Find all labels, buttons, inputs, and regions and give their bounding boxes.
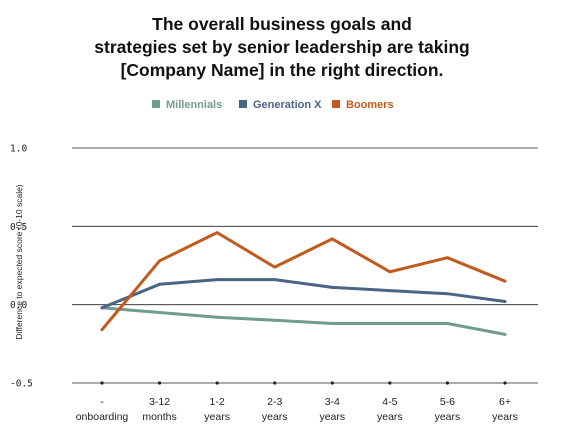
series-1-point-4 <box>273 318 277 322</box>
x-tick-label-5-line-2: years <box>319 411 345 423</box>
series-2-point-6 <box>388 289 392 292</box>
title-line-1: The overall business goals and <box>152 14 412 34</box>
series-1-point-6 <box>388 322 392 325</box>
series-3-point-2 <box>158 259 161 263</box>
series-2-point-2 <box>158 282 161 286</box>
series <box>100 231 507 336</box>
y-tick-label-2: 0.5 <box>10 222 27 233</box>
legend-swatch-1 <box>152 100 160 108</box>
grid <box>72 147 538 384</box>
x-tick-label-8-line-1: 6+ <box>499 396 511 408</box>
series-line-3 <box>100 231 507 332</box>
series-line-1 <box>100 306 507 336</box>
x-tick-label-6-line-1: 4-5 <box>382 396 397 408</box>
series-2-point-8 <box>503 300 507 303</box>
x-tick-label-4-line-1: 2-3 <box>267 396 282 408</box>
x-tick-label-1-line-1: - <box>100 396 104 408</box>
x-tick-mark-7 <box>445 381 450 385</box>
legend: Millennials Generation X Boomers <box>152 99 394 111</box>
series-3-point-7 <box>446 256 449 260</box>
y-tick-label-1: 1.0 <box>10 144 27 155</box>
series-1-point-8 <box>503 333 507 336</box>
series-2-point-1 <box>100 306 104 310</box>
x-tick-mark-6 <box>388 381 392 385</box>
x-tick-label-7-line-2: years <box>435 411 461 423</box>
x-tick-label-7-line-1: 5-6 <box>440 396 455 408</box>
series-1-point-7 <box>446 322 449 325</box>
x-tick-label-1-line-2: onboarding <box>76 411 129 423</box>
series-3-point-4 <box>273 265 277 269</box>
y-axis: 1.0 0.5 0.0 -0.5 <box>10 144 33 390</box>
x-tick-label-2-line-2: months <box>142 411 176 423</box>
y-axis-label-text: Difference to expected score (0-10 scale… <box>14 184 24 339</box>
series-3-point-8 <box>503 279 507 283</box>
series-line-2 <box>100 278 507 310</box>
x-tick-mark-8 <box>503 381 507 385</box>
x-tick-label-3-line-1: 1-2 <box>210 396 225 408</box>
y-axis-label: Difference to expected score (0-10 scale… <box>14 184 24 339</box>
x-tick-label-8-line-2: years <box>492 411 518 423</box>
x-tick-label-3-line-2: years <box>204 411 230 423</box>
title-line-3: [Company Name] in the right direction. <box>121 60 444 80</box>
series-1-point-3 <box>215 315 219 319</box>
legend-label-3: Boomers <box>346 99 394 111</box>
x-tick-label-2-line-1: 3-12 <box>149 396 170 408</box>
series-3-point-3 <box>215 231 219 235</box>
series-2-point-5 <box>330 286 334 289</box>
y-tick-label-4: -0.5 <box>10 379 33 390</box>
legend-label-1: Millennials <box>166 99 222 111</box>
legend-swatch-2 <box>239 100 247 108</box>
x-tick-mark-2 <box>157 381 162 385</box>
x-tick-label-6-line-2: years <box>377 411 403 423</box>
series-3-point-1 <box>100 328 104 332</box>
legend-swatch-3 <box>332 100 340 108</box>
x-tick-label-4-line-2: years <box>262 411 288 423</box>
x-tick-mark-4 <box>273 381 277 385</box>
x-tick-mark-3 <box>215 381 219 385</box>
x-tick-label-5-line-1: 3-4 <box>325 396 340 408</box>
y-tick-label-3: 0.0 <box>10 300 27 311</box>
series-1-point-2 <box>158 311 161 314</box>
x-tick-mark-5 <box>330 381 334 385</box>
series-2-point-3 <box>215 278 219 281</box>
chart-title: The overall business goals and strategies… <box>94 14 469 80</box>
title-line-2: strategies set by senior leadership are … <box>94 37 469 57</box>
legend-label-2: Generation X <box>253 99 322 111</box>
series-3-point-6 <box>388 270 392 274</box>
series-2-point-7 <box>446 292 449 296</box>
x-axis: - onboarding 3-12 months 1-2 years 2-3 years 3-4… <box>76 381 518 423</box>
series-3-point-5 <box>330 237 334 241</box>
series-1-point-5 <box>330 322 334 325</box>
series-2-point-4 <box>273 278 277 281</box>
x-tick-mark-1 <box>100 381 104 385</box>
